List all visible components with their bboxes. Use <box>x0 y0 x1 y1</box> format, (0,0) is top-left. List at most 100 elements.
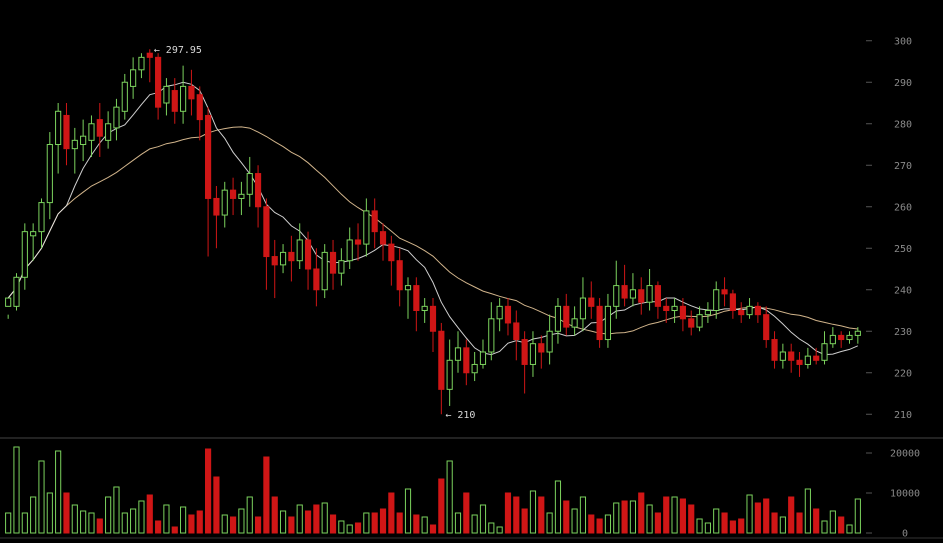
candle-body <box>363 210 370 245</box>
price-extreme-annotation: ← 210 <box>445 410 475 421</box>
candle-body <box>413 285 420 312</box>
candle <box>96 103 103 157</box>
price-tick-label: 220 <box>894 368 912 379</box>
volume-bar <box>504 492 512 534</box>
volume-bar <box>421 516 428 534</box>
candle-body <box>496 305 503 320</box>
volume-bar <box>96 518 103 534</box>
candle-body <box>754 305 761 316</box>
volume-bar <box>38 460 45 534</box>
volume-bar <box>638 492 645 534</box>
candle-body <box>371 210 378 233</box>
candle <box>288 235 295 282</box>
volume-bar <box>829 510 836 534</box>
volume-bar <box>538 496 545 534</box>
candle-body <box>663 305 670 312</box>
candle <box>721 277 728 307</box>
candle <box>246 156 253 207</box>
candle-body <box>329 251 337 274</box>
candle-body <box>579 297 587 320</box>
candle <box>496 298 503 332</box>
volume-bar <box>463 492 470 534</box>
price-tick-label: 210 <box>894 410 912 421</box>
candle-body <box>246 173 253 195</box>
candle <box>446 339 453 406</box>
candle <box>804 347 811 369</box>
candle-body <box>471 363 478 374</box>
volume-bar <box>413 514 420 534</box>
candle-body <box>313 268 320 291</box>
candle-body <box>521 339 528 365</box>
candle <box>463 339 470 386</box>
candlestick-layer <box>5 49 861 415</box>
candle-body <box>205 114 212 199</box>
volume-bar <box>213 476 220 534</box>
candle <box>563 293 570 336</box>
candle <box>80 119 87 162</box>
candle <box>504 298 512 336</box>
candle <box>180 65 187 124</box>
candle <box>404 277 412 319</box>
volume-bar <box>296 504 303 534</box>
candle-body <box>296 239 303 262</box>
volume-tick-label: 0 <box>902 529 908 540</box>
volume-bar <box>321 502 328 534</box>
candle <box>113 98 120 141</box>
price-pane: ← 297.95 ← 210 300 290 280 270 260 250 240 230 22… <box>5 36 912 421</box>
volume-bar <box>796 512 803 534</box>
candle-body <box>588 297 595 307</box>
candle-body <box>196 94 203 121</box>
candle-body <box>479 351 487 365</box>
candle-body <box>163 85 170 104</box>
volume-bar <box>46 492 53 534</box>
candle-body <box>146 52 153 58</box>
candle <box>155 53 162 120</box>
candle <box>754 302 761 323</box>
volume-bar <box>404 488 412 534</box>
candle-body <box>379 231 387 245</box>
candle <box>229 177 237 216</box>
candle <box>396 248 403 307</box>
candle-body <box>813 355 820 361</box>
candle <box>679 298 686 332</box>
volume-bar <box>205 448 212 534</box>
candle <box>688 310 695 336</box>
candle-body <box>188 85 195 100</box>
candle <box>604 293 612 348</box>
candle <box>438 322 445 415</box>
candle-body <box>846 334 853 341</box>
candle <box>471 352 478 382</box>
candle-body <box>646 285 653 303</box>
volume-bar <box>613 502 620 534</box>
candle-body <box>155 56 162 108</box>
volume-bar <box>346 524 353 534</box>
candle-body <box>338 260 345 274</box>
volume-bar <box>604 514 612 534</box>
candle-body <box>288 251 295 262</box>
candle-body <box>438 330 445 390</box>
volume-bar <box>363 512 370 534</box>
volume-bar <box>371 512 378 534</box>
candle <box>588 281 595 319</box>
candle-body <box>563 305 570 328</box>
candle <box>763 306 770 348</box>
price-tick-label: 260 <box>894 202 912 213</box>
candle <box>546 314 553 365</box>
candle-body <box>529 343 537 365</box>
volume-bar <box>246 496 253 534</box>
candle-body <box>105 123 112 141</box>
volume-bar <box>738 518 745 534</box>
volume-tick-label: 20000 <box>890 449 920 460</box>
volume-bar <box>446 460 453 534</box>
candle-body <box>271 256 278 266</box>
volume-bar <box>621 500 628 534</box>
volume-bar <box>105 496 112 534</box>
candle <box>596 298 603 348</box>
volume-bar <box>696 518 703 534</box>
volume-bar <box>754 502 761 534</box>
volume-bar <box>396 512 403 534</box>
candle <box>38 198 45 249</box>
volume-axis: 20000 10000 0 <box>866 449 920 540</box>
candle-body <box>788 351 795 361</box>
volume-bar <box>571 508 578 534</box>
